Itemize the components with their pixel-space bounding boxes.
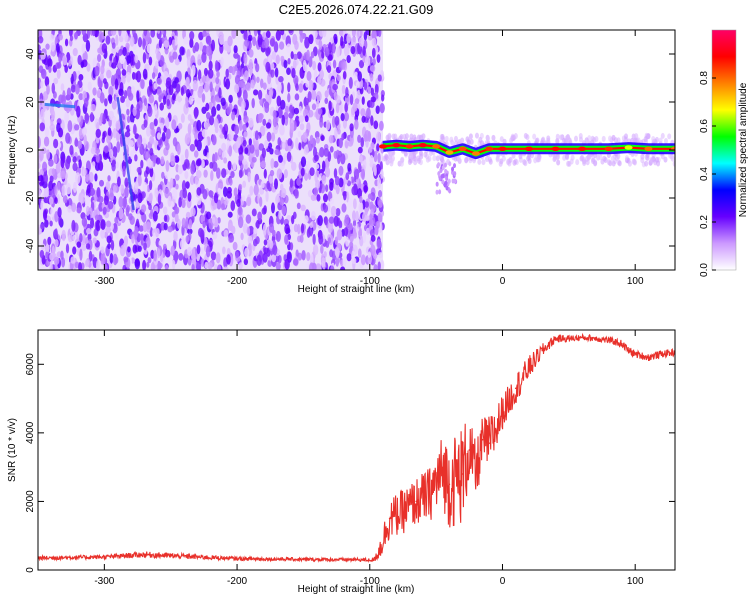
x-tick-label: -200 [227, 576, 247, 587]
snr-data-point [388, 517, 391, 520]
snr-data-point [495, 428, 497, 431]
colorbar-tick-label: 0.8 [699, 71, 710, 85]
snr-data-point [355, 558, 358, 561]
snr-data-point [594, 337, 597, 340]
colorbar: 0.0 0.2 0.4 0.6 0.8 Normalized spectral ampl… [699, 29, 749, 277]
chart-title: C2E5.2026.074.22.21.G09 [279, 2, 434, 17]
x-tick-label: -300 [94, 276, 114, 287]
colorbar-label: Normalized spectral amplitude [738, 82, 749, 217]
spectrogram-xlabel: Height of straight line (km) [298, 284, 415, 295]
colorbar-ticks: 0.0 0.2 0.4 0.6 0.8 [699, 71, 716, 277]
snr-y-ticks: 0 2000 4000 6000 [25, 353, 675, 573]
snr-xlabel: Height of straight line (km) [298, 584, 415, 595]
snr-data-point [448, 483, 451, 486]
snr-data-point [541, 349, 544, 352]
snr-data-point [627, 349, 630, 352]
snr-data-point [372, 559, 375, 561]
snr-data-point [402, 510, 404, 513]
spectrogram-trace-point [392, 143, 401, 148]
spectrogram-trace-point [525, 146, 534, 151]
snr-data-point [514, 387, 517, 390]
snr-data-point [634, 353, 636, 355]
spectrogram-trace-point [432, 144, 441, 149]
snr-data-point [647, 356, 650, 359]
spectrogram-trace-point [418, 143, 427, 148]
snr-data-point [468, 449, 471, 451]
spectrogram-trace-point [551, 146, 560, 151]
x-tick-label: 100 [627, 576, 644, 587]
x-tick-label: 0 [500, 576, 506, 587]
snr-data-point [461, 473, 464, 475]
x-tick-label: -100 [360, 276, 380, 287]
snr-data-point [103, 556, 106, 558]
y-tick-label: 40 [25, 48, 36, 60]
y-tick-label: 0 [25, 567, 36, 573]
snr-data-point [481, 438, 484, 441]
snr-data-point [475, 473, 477, 475]
spectrogram-trace-point [624, 145, 633, 150]
y-tick-label: 6000 [25, 353, 36, 376]
snr-data-point [528, 366, 530, 369]
snr-line [38, 332, 675, 564]
snr-data-point [568, 337, 570, 340]
colorbar-tick-label: 0.2 [699, 215, 710, 229]
spectrogram-trace [379, 139, 675, 160]
snr-data-point [415, 500, 418, 503]
x-tick-label: -100 [360, 576, 380, 587]
spectrogram-trace-point [644, 146, 653, 151]
spectrogram-trace-point [485, 146, 494, 151]
snr-data-point [501, 411, 504, 414]
snr-data-point [379, 546, 382, 549]
spectrogram-trace-point [458, 146, 467, 151]
snr-data-point [621, 342, 623, 345]
snr-data-point [236, 557, 238, 560]
spectrogram-y-ticks: -40 -20 0 20 40 [25, 48, 675, 253]
spectrogram-ylabel: Frequency (Hz) [7, 116, 18, 185]
x-tick-label: 100 [627, 276, 644, 287]
spectrogram-trace-point [471, 151, 480, 156]
x-tick-label: 0 [500, 276, 506, 287]
snr-ylabel: SNR (10 * v/v) [7, 418, 18, 482]
snr-data-point [441, 469, 444, 472]
snr-data-point [428, 493, 431, 496]
spectrogram-x-ticks: -300 -200 -100 0 100 [94, 30, 644, 287]
spectrogram-trace-point [498, 146, 507, 151]
snr-data-point [554, 337, 557, 340]
colorbar-frame [711, 29, 737, 271]
y-tick-label: 2000 [25, 490, 36, 513]
spectrogram-noise [38, 30, 675, 270]
snr-frame [37, 329, 676, 571]
colorbar-tick-label: 0.4 [699, 167, 710, 181]
spectrogram-trace-point [445, 150, 454, 155]
spectrogram-trace-point [379, 144, 388, 149]
x-tick-label: -300 [94, 576, 114, 587]
spectrogram-streaks [44, 97, 135, 211]
colorbar-gradient [712, 30, 736, 270]
colorbar-tick-label: 0.6 [699, 119, 710, 133]
snr-data-point [581, 336, 583, 339]
x-tick-label: -200 [227, 276, 247, 287]
spectrogram-trace-point [405, 144, 414, 149]
colorbar-tick-label: 0.0 [699, 263, 710, 277]
snr-data-point [660, 353, 663, 355]
snr-data-point [607, 339, 610, 342]
y-tick-label: -20 [25, 190, 36, 205]
y-tick-label: 20 [25, 96, 36, 108]
y-tick-label: 0 [25, 147, 36, 153]
spectrogram-trace-point [604, 146, 613, 151]
snr-data-point [143, 553, 145, 556]
snr-series-line [38, 332, 675, 564]
spectrogram-trace-point [578, 146, 587, 151]
snr-data-point [302, 558, 305, 561]
y-tick-label: -40 [25, 238, 36, 253]
snr-data-point [488, 442, 491, 444]
snr-x-ticks: -300 -200 -100 0 100 [94, 330, 644, 587]
y-tick-label: 4000 [25, 421, 36, 444]
